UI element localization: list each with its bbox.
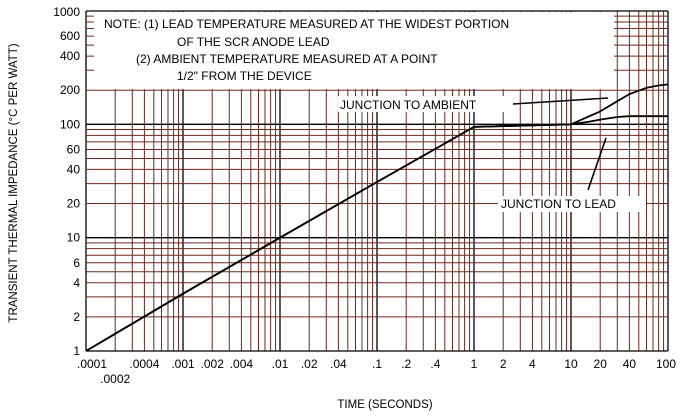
x-tick-label: 2 — [500, 357, 507, 371]
y-tick-label: 20 — [67, 197, 81, 211]
callout-lead-bg — [498, 196, 646, 212]
x-tick-label: .4 — [430, 357, 440, 371]
x-tick-label: .04 — [330, 357, 347, 371]
callout-ambient-bg — [338, 96, 512, 112]
x-tick-label: .01 — [272, 357, 289, 371]
y-tick-label: 40 — [67, 162, 81, 176]
y-tick-label: 200 — [60, 83, 80, 97]
tick-labels: .0001.0002.0004 .001 .002 .004 .01 .02 .04 .1 .2… — [53, 5, 676, 386]
x-axis-title: TIME (SECONDS) — [337, 399, 432, 411]
y-tick-label: 600 — [60, 29, 80, 43]
y-tick-label: 1000 — [53, 5, 80, 19]
y-tick-label: 60 — [67, 142, 81, 156]
y-axis-title: TRANSIENT THERMAL IMPEDANCE (°C PER WATT… — [8, 43, 20, 322]
callout-ambient-leader — [512, 97, 609, 105]
note-line-3: (2) AMBIENT TEMPERATURE MEASURED AT A PO… — [136, 52, 438, 66]
series-junction-to-lead — [85, 115, 668, 352]
x-tick-label: 4 — [529, 357, 536, 371]
callout-junction-to-ambient: JUNCTION TO AMBIENT — [340, 98, 477, 112]
callout-lead-leader — [587, 137, 607, 191]
x-tick-label: 20 — [594, 357, 608, 371]
y-tick-label: 6 — [73, 256, 80, 270]
x-tick-label: .002 — [201, 357, 225, 371]
x-tick-label: 40 — [623, 357, 637, 371]
y-tick-label: 400 — [60, 49, 80, 63]
x-tick-label: .001 — [171, 357, 195, 371]
x-tick-label: .02 — [301, 357, 318, 371]
curves — [85, 83, 669, 352]
note-line-1: NOTE: (1) LEAD TEMPERATURE MEASURED AT T… — [104, 17, 509, 31]
x-tick-label: 100 — [656, 357, 676, 371]
y-tick-label: 10 — [67, 231, 81, 245]
x-tick-label: .0001 — [77, 357, 107, 371]
note-box — [94, 12, 614, 89]
x-tick-label: .0002 — [100, 372, 130, 386]
note-line-2: OF THE SCR ANODE LEAD — [177, 35, 330, 49]
y-tick-label: 100 — [60, 117, 80, 131]
x-tick-label: .004 — [230, 357, 254, 371]
x-tick-label: 10 — [564, 357, 578, 371]
callout-junction-to-lead: JUNCTION TO LEAD — [501, 197, 616, 211]
x-tick-label: .2 — [401, 357, 411, 371]
x-tick-label: .0004 — [129, 357, 159, 371]
note-line-4: 1/2" FROM THE DEVICE — [177, 69, 312, 83]
y-tick-label: 2 — [73, 310, 80, 324]
y-tick-label: 1 — [73, 344, 80, 358]
y-tick-label: 4 — [73, 276, 80, 290]
x-tick-label: 1 — [471, 357, 478, 371]
x-tick-label: .1 — [372, 357, 382, 371]
